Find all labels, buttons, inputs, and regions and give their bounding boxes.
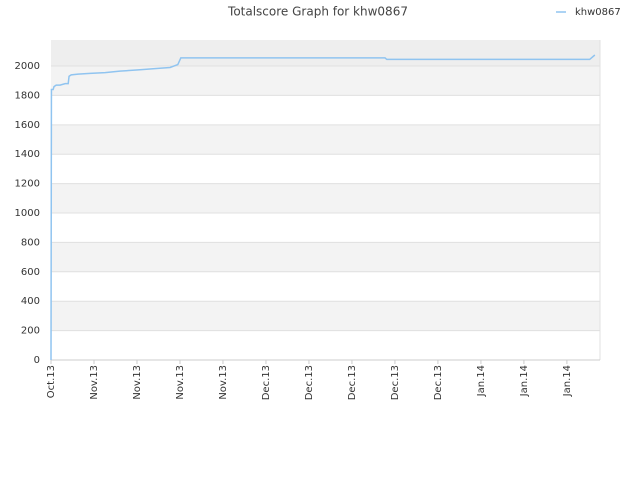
chart-title: Totalscore Graph for khw0867 bbox=[227, 5, 408, 19]
x-tick-label: Nov.13 bbox=[218, 365, 229, 400]
y-tick-label: 0 bbox=[34, 355, 40, 366]
x-tick-label: Oct.13 bbox=[46, 365, 57, 398]
x-tick-label: Nov.13 bbox=[175, 365, 186, 400]
grid-band bbox=[51, 242, 600, 272]
y-tick-label: 1000 bbox=[15, 208, 40, 219]
y-tick-label: 200 bbox=[21, 326, 40, 337]
y-tick-label: 1200 bbox=[15, 179, 40, 190]
x-tick-label: Jan.14 bbox=[519, 365, 530, 397]
x-tick-label: Jan.14 bbox=[562, 365, 573, 397]
y-tick-label: 1800 bbox=[15, 90, 40, 101]
x-tick-label: Dec.13 bbox=[304, 365, 315, 400]
y-tick-label: 1400 bbox=[15, 149, 40, 160]
y-tick-label: 600 bbox=[21, 267, 40, 278]
legend-label: khw0867 bbox=[575, 7, 621, 18]
data-line bbox=[50, 54, 596, 361]
x-tick-label: Jan.14 bbox=[476, 365, 487, 397]
grid-band bbox=[51, 40, 600, 67]
grid-band bbox=[51, 66, 600, 96]
y-tick-label: 1600 bbox=[15, 120, 40, 131]
x-tick-label: Dec.13 bbox=[347, 365, 358, 400]
grid-band bbox=[51, 124, 600, 155]
x-tick-label: Dec.13 bbox=[433, 365, 444, 400]
x-tick-label: Dec.13 bbox=[390, 365, 401, 400]
x-tick-label: Dec.13 bbox=[261, 365, 272, 400]
y-tick-label: 2000 bbox=[15, 61, 40, 72]
y-tick-label: 400 bbox=[21, 296, 40, 307]
y-tick-label: 800 bbox=[21, 237, 40, 248]
x-tick-label: Nov.13 bbox=[132, 365, 143, 400]
x-tick-label: Nov.13 bbox=[89, 365, 100, 400]
grid-band bbox=[51, 301, 600, 331]
grid-band bbox=[51, 183, 600, 214]
